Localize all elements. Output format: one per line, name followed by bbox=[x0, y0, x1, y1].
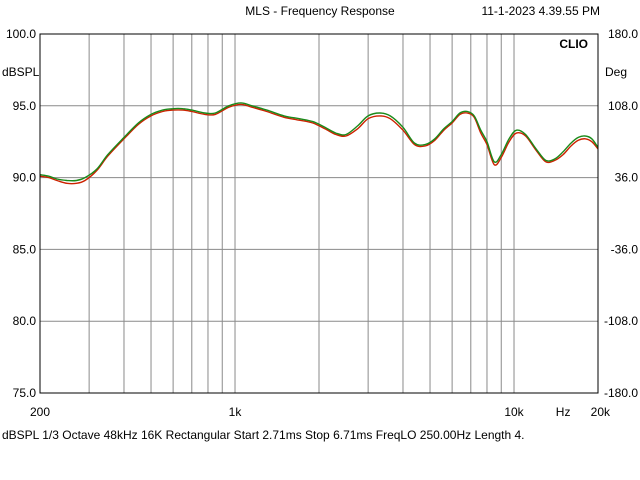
y-axis-right-label: Deg bbox=[605, 65, 627, 79]
series-line-1 bbox=[39, 102, 599, 182]
x-tick-label: 10k bbox=[504, 405, 524, 419]
footer-settings: dBSPL 1/3 Octave 48kHz 16K Rectangular S… bbox=[2, 428, 525, 442]
series-line-0 bbox=[39, 103, 599, 185]
y-axis-label: dBSPL bbox=[2, 65, 40, 79]
x-tick-label: 20k bbox=[591, 405, 611, 419]
y-tick-label: 85.0 bbox=[13, 242, 37, 256]
y-tick-label: 95.0 bbox=[13, 99, 37, 113]
y-tick-label: 90.0 bbox=[13, 171, 37, 185]
plot-frame bbox=[39, 33, 599, 394]
y-right-tick-label: -180.0 bbox=[604, 386, 638, 400]
plot-series bbox=[39, 102, 599, 185]
x-tick-label: Hz bbox=[556, 405, 571, 419]
brand-label: CLIO bbox=[559, 37, 588, 51]
x-tick-label: 1k bbox=[229, 405, 243, 419]
y-tick-label: 75.0 bbox=[13, 386, 37, 400]
y-right-tick-label: -36.0 bbox=[611, 242, 639, 256]
y-right-tick-label: 180.0 bbox=[608, 27, 638, 41]
y-tick-label: 100.0 bbox=[6, 27, 36, 41]
y-right-tick-label: 108.0 bbox=[608, 99, 638, 113]
x-tick-label: 200 bbox=[30, 405, 50, 419]
timestamp: 11-1-2023 4.39.55 PM bbox=[481, 4, 600, 18]
y-right-tick-label: 36.0 bbox=[615, 171, 639, 185]
y-right-tick-label: -108.0 bbox=[604, 314, 638, 328]
grid bbox=[40, 33, 598, 394]
chart-title: MLS - Frequency Response bbox=[245, 4, 395, 18]
y-tick-label: 80.0 bbox=[13, 314, 37, 328]
axis-ticks: 100.0 95.0 90.0 85.0 80.0 75.0 180.0 108.0 36.0 -… bbox=[6, 27, 638, 419]
